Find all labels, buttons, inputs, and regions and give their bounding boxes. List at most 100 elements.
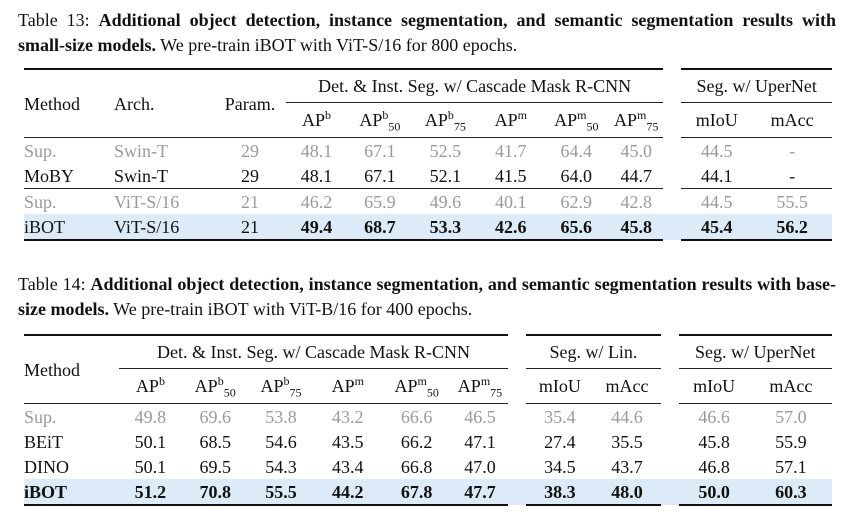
- cell-apm: 41.5: [495, 165, 527, 186]
- table13-header-param: Param.: [224, 93, 276, 114]
- cell-lin-miou: 38.3: [517, 479, 594, 505]
- cell-apm75: 47.0: [464, 456, 496, 477]
- table14-header-row-1: Method Det. & Inst. Seg. w/ Cascade Mask…: [24, 335, 832, 379]
- cell-miou: 45.4: [672, 214, 753, 240]
- cell-apb75: 49.6: [429, 191, 462, 212]
- cell-apb: 50.1: [134, 456, 167, 477]
- cell-apb75: 52.5: [429, 140, 462, 161]
- cell-apm75: 47.1: [464, 431, 496, 452]
- table13-header-apm: APm: [494, 108, 527, 130]
- table14-header-apb75: APb75: [260, 374, 302, 400]
- cell-apm75: 47.7: [451, 479, 518, 505]
- table14: Method Det. & Inst. Seg. w/ Cascade Mask…: [24, 334, 832, 506]
- table13: Method Arch. Param. Det. & Inst. Seg. w/…: [24, 68, 832, 241]
- cell-apm75: 44.7: [620, 165, 652, 186]
- table13-header-method: Method: [24, 93, 80, 114]
- table-row-highlight: iBOT ViT-S/16 21 49.4 68.7 53.3 42.6 65.…: [24, 214, 832, 240]
- table14-header-apm50: APm50: [394, 374, 439, 400]
- cell-apm: 43.4: [332, 456, 364, 477]
- cell-apb75: 52.1: [429, 165, 462, 186]
- table-row-highlight: iBOT 51.2 70.8 55.5 44.2 67.8 47.7 38.3 …: [24, 479, 832, 505]
- table13-header-group-seg: Seg. w/ UperNet: [672, 69, 832, 103]
- cell-apb50: 69.5: [199, 456, 231, 477]
- table13-caption-bold: Additional object detection, instance se…: [18, 10, 837, 55]
- cell-method: DINO: [24, 456, 69, 477]
- cell-miou: 50.0: [669, 479, 750, 505]
- table14-header-group-lin: Seg. w/ Lin.: [517, 335, 670, 369]
- cell-macc: 56.2: [752, 214, 832, 240]
- cell-miou: 44.5: [701, 140, 733, 161]
- cell-apb: 50.1: [134, 431, 167, 452]
- cell-macc: 60.3: [749, 479, 832, 505]
- cell-param: 21: [214, 214, 286, 240]
- cell-param: 29: [241, 165, 260, 186]
- table13-header-arch: Arch.: [114, 93, 155, 114]
- cell-apb: 48.1: [300, 165, 333, 186]
- cell-apb75: 54.3: [265, 456, 297, 477]
- cell-apm50: 66.8: [400, 456, 433, 477]
- table13-caption-rest: We pre-train iBOT with ViT-S/16 for 800 …: [160, 35, 518, 55]
- table14-header-group-seg: Seg. w/ UperNet: [669, 335, 832, 369]
- cell-macc: -: [789, 140, 796, 161]
- table13-caption-label: Table 13:: [18, 10, 90, 30]
- table-row: MoBY Swin-T 29 48.1 67.1 52.1 41.5 64.0 …: [24, 163, 832, 189]
- table-row: Sup. Swin-T 29 48.1 67.1 52.5 41.7 64.4 …: [24, 137, 832, 164]
- cell-method: iBOT: [24, 479, 119, 505]
- cell-apb: 48.1: [300, 140, 333, 161]
- table14-header-lin-macc: mAcc: [605, 376, 649, 396]
- table14-header-apb: APb: [135, 374, 165, 396]
- table13-header-apm75: APm75: [614, 108, 659, 134]
- cell-apm75: 45.8: [608, 214, 673, 240]
- table13-header-apb75: APb75: [424, 108, 466, 134]
- cell-apb75: 54.6: [265, 431, 297, 452]
- cell-apm50: 67.8: [381, 479, 452, 505]
- cell-apb50: 68.5: [199, 431, 231, 452]
- cell-apm: 42.6: [478, 214, 544, 240]
- cell-lin-macc: 48.0: [593, 479, 670, 505]
- table14-header-row-2: APb APb50 APb75 APm APm50 APm75 mIoU mAc…: [24, 369, 832, 404]
- cell-macc: 57.0: [775, 406, 807, 427]
- table14-header-apm: APm: [331, 374, 364, 396]
- table13-caption: Table 13: Additional object detection, i…: [18, 8, 836, 58]
- cell-miou: 45.8: [698, 431, 730, 452]
- table13-header-apm50: APm50: [554, 108, 599, 134]
- cell-apm: 44.2: [313, 479, 382, 505]
- cell-apm50: 66.2: [400, 431, 433, 452]
- table14-header-group-det: Det. & Inst. Seg. w/ Cascade Mask R-CNN: [118, 335, 518, 369]
- table14-caption: Table 14: Additional object detection, i…: [18, 272, 836, 322]
- cell-apb50: 69.6: [199, 406, 231, 427]
- cell-apm: 41.7: [495, 140, 527, 161]
- cell-lin-miou: 27.4: [544, 431, 576, 452]
- cell-method: Sup.: [24, 191, 57, 212]
- cell-arch: ViT-S/16: [114, 214, 215, 240]
- cell-method: MoBY: [24, 165, 75, 186]
- cell-apm50: 62.9: [560, 191, 593, 212]
- table13-header-row-1: Method Arch. Param. Det. & Inst. Seg. w/…: [24, 69, 832, 113]
- cell-apb: 46.2: [300, 191, 333, 212]
- cell-macc: -: [789, 165, 796, 186]
- table14-header-miou: mIoU: [693, 376, 736, 396]
- cell-arch: Swin-T: [114, 165, 168, 186]
- table14-caption-rest: We pre-train iBOT with ViT-B/16 for 400 …: [113, 299, 473, 319]
- table-row: DINO 50.1 69.5 54.3 43.4 66.8 47.0 34.5 …: [24, 454, 832, 479]
- cell-macc: 55.9: [775, 431, 807, 452]
- cell-arch: Swin-T: [114, 140, 168, 161]
- cell-method: Sup.: [24, 406, 57, 427]
- cell-lin-macc: 43.7: [611, 456, 643, 477]
- cell-macc: 55.5: [776, 191, 808, 212]
- table14-header-method: Method: [24, 359, 80, 380]
- cell-apb50: 70.8: [182, 479, 249, 505]
- table-row: Sup. 49.8 69.6 53.8 43.2 66.6 46.5 35.4 …: [24, 403, 832, 430]
- cell-apm50: 66.6: [400, 406, 433, 427]
- table-row: BEiT 50.1 68.5 54.6 43.5 66.2 47.1 27.4 …: [24, 429, 832, 454]
- cell-param: 21: [241, 191, 260, 212]
- cell-apb50: 68.7: [347, 214, 413, 240]
- table14-header-macc: mAcc: [769, 376, 813, 396]
- table13-header-apb: APb: [301, 108, 331, 130]
- cell-apb50: 67.1: [364, 140, 396, 161]
- table13-header-macc: mAcc: [770, 110, 814, 130]
- table-row: Sup. ViT-S/16 21 46.2 65.9 49.6 40.1 62.…: [24, 188, 832, 215]
- cell-apb50: 65.9: [364, 191, 396, 212]
- cell-lin-miou: 34.5: [544, 456, 576, 477]
- cell-apm50: 64.4: [560, 140, 593, 161]
